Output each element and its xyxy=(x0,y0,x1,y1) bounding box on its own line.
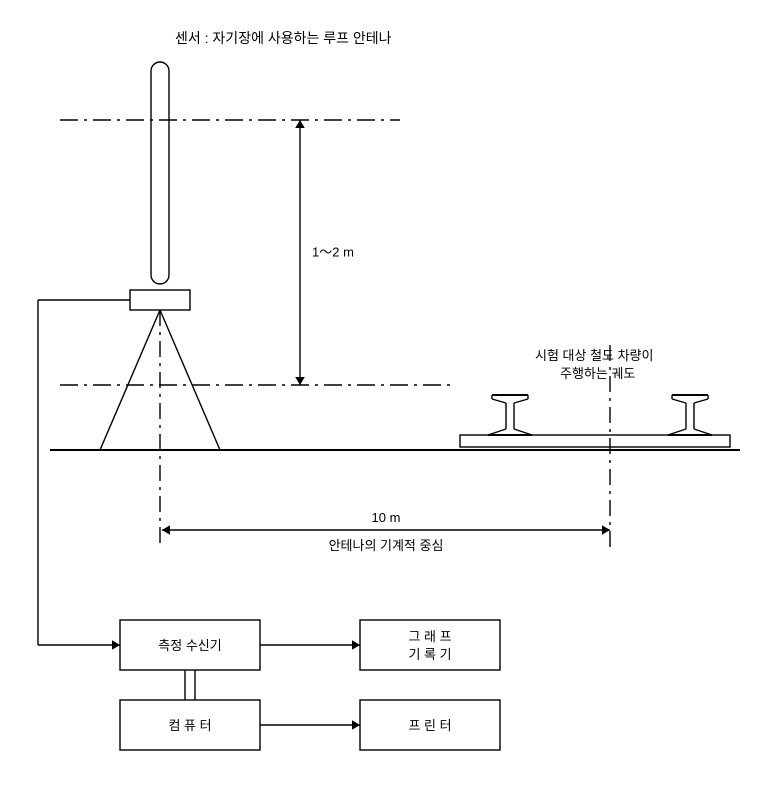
receiver-box-label: 측정 수신기 xyxy=(158,638,221,653)
recorder-box-label1: 그 래 프 xyxy=(408,629,451,644)
antenna-mount xyxy=(130,290,190,310)
recorder-box xyxy=(360,620,500,670)
sensor-label: 센서 : 자기장에 사용하는 루프 안테나 xyxy=(175,30,392,46)
computer-box-label: 컴 퓨 터 xyxy=(168,718,211,733)
track-plate xyxy=(460,435,730,447)
horiz-dim-label: 10 m xyxy=(372,510,401,525)
recorder-box-label2: 기 록 기 xyxy=(408,647,451,662)
loop-antenna xyxy=(151,62,169,284)
track-label-2: 주행하는 궤도 xyxy=(560,366,635,381)
printer-box-label: 프 린 터 xyxy=(408,718,451,733)
track-label-1: 시험 대상 철도 차량이 xyxy=(535,348,653,363)
horiz-sub-label: 안테나의 기계적 중심 xyxy=(329,538,444,553)
height-dim-label: 1～2 m xyxy=(312,245,354,260)
